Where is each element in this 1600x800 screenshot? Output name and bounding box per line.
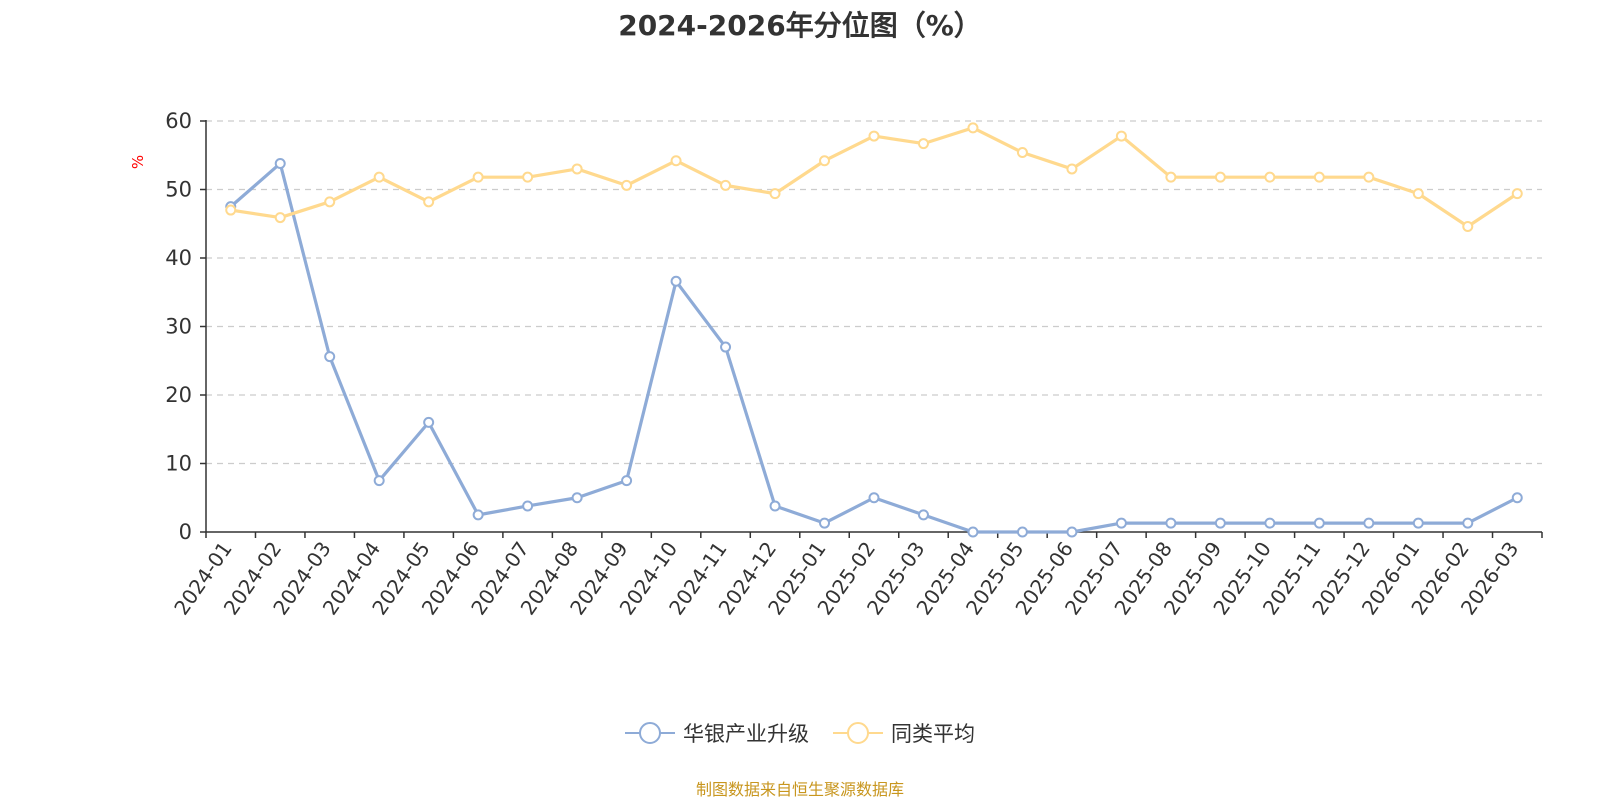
data-point-series-1 — [1313, 517, 1325, 529]
y-tick-label: 60 — [165, 109, 192, 133]
data-point-series-2 — [917, 138, 929, 150]
data-point-series-2 — [1066, 163, 1078, 175]
legend-line-circle-icon — [833, 722, 883, 744]
data-point-series-2 — [769, 188, 781, 200]
data-point-series-2 — [225, 204, 237, 216]
grid-lines — [206, 120, 1542, 465]
data-point-series-1 — [868, 492, 880, 504]
data-point-series-2 — [621, 179, 633, 191]
data-point-series-2 — [1165, 171, 1177, 183]
data-point-series-1 — [917, 509, 929, 521]
data-point-series-1 — [1066, 526, 1078, 538]
data-point-series-1 — [1511, 492, 1523, 504]
data-point-series-1 — [819, 517, 831, 529]
data-point-series-1 — [1115, 517, 1127, 529]
legend-line-circle-icon — [625, 722, 675, 744]
y-tick-label: 40 — [165, 246, 192, 270]
data-point-series-1 — [670, 275, 682, 287]
data-point-series-2 — [1412, 188, 1424, 200]
data-point-series-1 — [522, 500, 534, 512]
data-point-series-2 — [967, 122, 979, 134]
data-point-series-2 — [720, 179, 732, 191]
series-lines — [229, 126, 1519, 534]
data-point-series-1 — [1165, 517, 1177, 529]
data-point-series-1 — [1264, 517, 1276, 529]
data-point-series-1 — [1363, 517, 1375, 529]
legend: 华银产业升级 同类平均 — [0, 718, 1600, 748]
data-point-series-1 — [373, 475, 385, 487]
source-note: 制图数据来自恒生聚源数据库 — [695, 780, 904, 799]
data-point-series-2 — [868, 130, 880, 142]
legend-item-series-1[interactable]: 华银产业升级 — [625, 718, 809, 748]
data-point-series-1 — [472, 509, 484, 521]
data-point-series-2 — [1511, 188, 1523, 200]
data-point-series-1 — [423, 416, 435, 428]
data-point-series-1 — [769, 500, 781, 512]
data-point-series-1 — [621, 475, 633, 487]
legend-label-series-2: 同类平均 — [891, 722, 975, 746]
y-tick-label: 30 — [165, 315, 192, 339]
data-point-series-1 — [1412, 517, 1424, 529]
data-point-series-1 — [571, 492, 583, 504]
data-point-series-1 — [720, 341, 732, 353]
y-tick-label: 50 — [165, 178, 192, 202]
axes: 0102030405060%2024-012024-022024-032024-… — [129, 109, 1543, 619]
data-point-series-2 — [1264, 171, 1276, 183]
series-line-1 — [229, 161, 1518, 534]
data-point-series-2 — [522, 171, 534, 183]
legend-item-series-2[interactable]: 同类平均 — [833, 718, 975, 748]
data-point-series-2 — [1214, 171, 1226, 183]
legend-label-series-1: 华银产业升级 — [683, 722, 809, 746]
y-tick-label: 20 — [165, 383, 192, 407]
y-tick-label: 10 — [165, 452, 192, 476]
y-axis-label: % — [129, 155, 147, 169]
data-point-series-2 — [1115, 130, 1127, 142]
data-point-series-1 — [1214, 517, 1226, 529]
data-point-series-2 — [670, 155, 682, 167]
data-point-series-1 — [967, 526, 979, 538]
data-point-series-2 — [1313, 171, 1325, 183]
data-point-series-2 — [324, 196, 336, 208]
data-point-series-2 — [274, 212, 286, 224]
data-point-series-2 — [1016, 147, 1028, 159]
data-point-series-2 — [1462, 220, 1474, 232]
data-point-series-2 — [1363, 171, 1375, 183]
chart-title: 2024-2026年分位图（%） — [618, 9, 982, 42]
data-point-series-1 — [1016, 526, 1028, 538]
data-point-series-2 — [423, 196, 435, 208]
series-points — [225, 122, 1523, 538]
data-point-series-2 — [571, 163, 583, 175]
data-point-series-1 — [1462, 517, 1474, 529]
data-point-series-1 — [274, 157, 286, 169]
data-point-series-1 — [324, 351, 336, 363]
data-point-series-2 — [472, 171, 484, 183]
data-point-series-2 — [819, 155, 831, 167]
data-point-series-2 — [373, 171, 385, 183]
y-tick-label: 0 — [179, 520, 192, 544]
